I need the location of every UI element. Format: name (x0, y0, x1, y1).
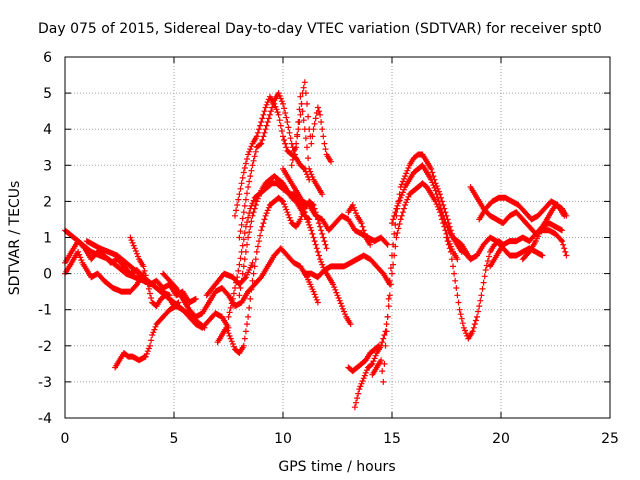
x-tick-label: 5 (170, 431, 179, 447)
y-tick-label: 6 (43, 50, 52, 66)
y-tick-label: -1 (38, 303, 52, 319)
series-markers (112, 303, 232, 371)
series-markers (519, 202, 570, 263)
y-tick-label: -2 (38, 339, 52, 355)
series-pass-20 (351, 180, 461, 411)
series-markers (389, 162, 474, 263)
y-tick-label: 2 (43, 194, 52, 210)
y-tick-label: -3 (38, 375, 52, 391)
series-markers (301, 252, 393, 288)
series-pass-24 (454, 234, 546, 263)
series-pass-06 (127, 234, 182, 310)
x-tick-label: 20 (492, 431, 510, 447)
chart-title: Day 075 of 2015, Sidereal Day-to-day VTE… (38, 21, 602, 37)
series-markers (288, 79, 334, 169)
y-tick-labels: -4 -3 -2 -1 0 1 2 3 4 5 6 (38, 50, 52, 427)
series-pass-18 (345, 202, 374, 248)
y-tick-label: 1 (43, 231, 52, 247)
series-pass-13 (232, 93, 300, 219)
series-markers (232, 93, 300, 219)
series-pass-04 (83, 238, 173, 299)
series-pass-14 (288, 79, 334, 169)
series-markers (454, 234, 546, 263)
series-pass-05 (112, 303, 232, 371)
axis-ticks (64, 56, 611, 419)
x-tick-labels: 0 5 10 15 20 25 (61, 431, 619, 447)
series-pass-11 (236, 173, 313, 299)
x-tick-label: 25 (601, 431, 619, 447)
series-markers (351, 180, 461, 411)
series-pass-22 (389, 162, 474, 263)
y-tick-label: 4 (43, 122, 52, 138)
series-markers (225, 180, 354, 328)
x-tick-label: 10 (274, 431, 292, 447)
series-pass-17 (301, 252, 393, 288)
series-markers (345, 202, 374, 248)
series-markers (236, 173, 313, 299)
x-axis-label: GPS time / hours (278, 459, 395, 475)
y-axis-label: SDTVAR / TECUs (7, 181, 23, 296)
series-markers (236, 90, 313, 241)
y-tick-label: 5 (43, 86, 52, 102)
series-pass-28 (519, 202, 570, 263)
y-tick-label: 3 (43, 158, 52, 174)
grid (65, 57, 610, 418)
x-tick-label: 0 (61, 431, 70, 447)
series-pass-19 (345, 342, 382, 375)
series-pass-10 (225, 180, 354, 328)
data-markers (62, 79, 570, 411)
x-tick-label: 15 (383, 431, 401, 447)
series-markers (127, 234, 182, 310)
series-markers (293, 93, 326, 198)
y-tick-label: 0 (43, 267, 52, 283)
series-pass-12 (236, 90, 313, 241)
series-markers (83, 238, 173, 299)
series-markers (345, 342, 382, 375)
series-pass-15 (293, 93, 326, 198)
y-tick-label: -4 (38, 411, 52, 427)
